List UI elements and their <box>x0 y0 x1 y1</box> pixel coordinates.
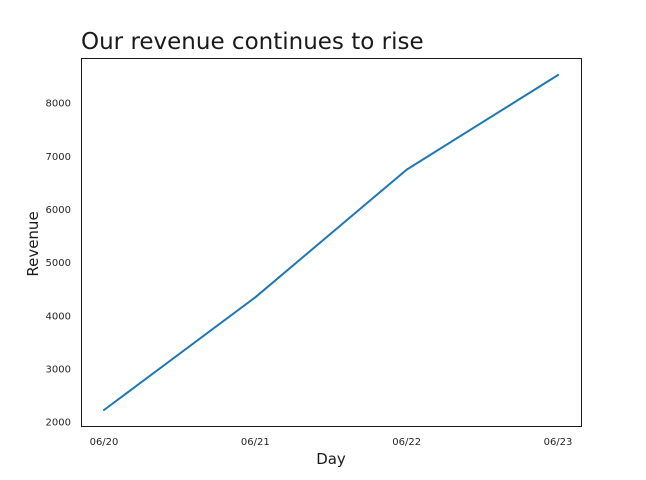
plot-frame <box>81 58 582 427</box>
y-tick-label: 4000 <box>46 311 71 322</box>
y-tick-label: 6000 <box>46 205 71 216</box>
x-axis-ticks: 06/20 06/21 06/22 06/23 <box>90 437 573 448</box>
series-line <box>103 74 559 411</box>
y-tick-label: 8000 <box>46 99 71 110</box>
y-tick-label: 3000 <box>46 365 71 376</box>
x-tick-label: 06/22 <box>392 437 421 448</box>
y-tick-label: 5000 <box>46 258 71 269</box>
x-axis-label: Day <box>316 450 346 468</box>
y-tick-label: 7000 <box>46 152 71 163</box>
x-tick-label: 06/21 <box>241 437 270 448</box>
plot-area <box>103 74 559 411</box>
x-tick-label: 06/23 <box>544 437 573 448</box>
chart-title: Our revenue continues to rise <box>81 29 424 55</box>
y-tick-label: 2000 <box>46 418 71 429</box>
x-tick-label: 06/20 <box>90 437 119 448</box>
y-axis-ticks: 2000 3000 4000 5000 6000 7000 8000 <box>46 99 71 429</box>
y-axis-label: Revenue <box>24 211 42 276</box>
